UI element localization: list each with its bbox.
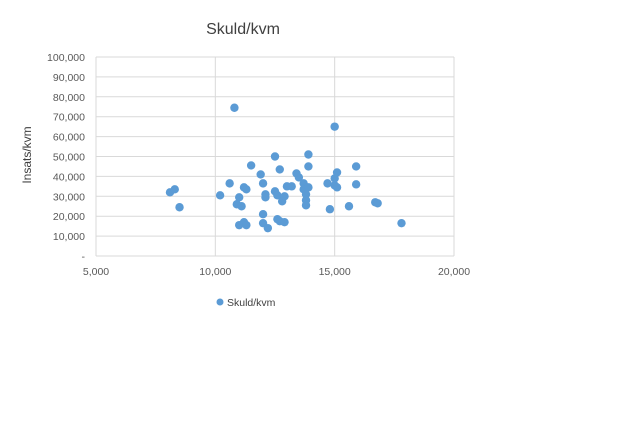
legend: Skuld/kvm <box>216 297 276 309</box>
data-point <box>330 122 339 131</box>
x-tick-label: 10,000 <box>199 266 231 278</box>
data-point <box>273 191 282 200</box>
data-point <box>230 103 239 112</box>
data-point <box>170 185 179 194</box>
data-point <box>225 179 234 188</box>
data-point <box>242 220 251 230</box>
data-point <box>304 150 313 159</box>
data-point <box>332 183 342 192</box>
data-point <box>261 193 270 202</box>
data-points <box>165 103 406 233</box>
data-point <box>294 173 304 182</box>
data-point <box>344 202 354 211</box>
y-tick-label: 70,000 <box>53 112 85 124</box>
y-tick-label: 60,000 <box>53 132 85 144</box>
x-tick-label: 20,000 <box>438 266 470 278</box>
data-point <box>237 202 246 211</box>
data-point <box>280 217 289 227</box>
data-point <box>242 185 251 194</box>
y-tick-label: 40,000 <box>53 171 85 183</box>
data-point <box>215 191 225 200</box>
y-tick-label: 50,000 <box>53 152 85 164</box>
data-point <box>351 162 361 171</box>
y-tick-label: 80,000 <box>53 92 85 104</box>
legend-marker <box>216 298 224 306</box>
x-tick-label: 5,000 <box>83 266 109 278</box>
y-tick-label: - <box>82 251 86 263</box>
data-point <box>304 183 313 192</box>
data-point <box>323 179 332 188</box>
data-point <box>280 192 289 201</box>
data-point <box>325 205 335 214</box>
y-tick-label: 90,000 <box>53 72 85 84</box>
data-point <box>304 162 313 171</box>
data-point <box>270 152 280 161</box>
data-point <box>275 165 284 174</box>
y-tick-label: 10,000 <box>53 231 85 243</box>
data-point <box>397 218 406 228</box>
y-tick-label: 30,000 <box>53 191 85 203</box>
y-axis-label: Insats/kvm <box>20 126 34 183</box>
axes: - 10,000 20,000 30,000 40,000 50,000 60,000 70,… <box>47 52 470 278</box>
data-point <box>287 182 296 191</box>
data-point <box>175 203 184 212</box>
data-point <box>258 179 268 188</box>
x-tick-label: 15,000 <box>319 266 351 278</box>
data-point <box>301 190 311 199</box>
chart-title: Skuld/kvm <box>206 21 280 38</box>
data-point <box>351 180 361 189</box>
y-tick-label: 100,000 <box>47 52 85 64</box>
data-point <box>301 201 311 210</box>
data-point <box>373 199 382 208</box>
data-point <box>332 168 342 177</box>
data-point <box>246 161 256 170</box>
y-tick-label: 20,000 <box>53 211 85 223</box>
data-point <box>263 223 273 233</box>
legend-label: Skuld/kvm <box>227 297 276 309</box>
data-point <box>258 210 268 219</box>
data-point <box>256 170 265 179</box>
data-point <box>235 193 244 202</box>
